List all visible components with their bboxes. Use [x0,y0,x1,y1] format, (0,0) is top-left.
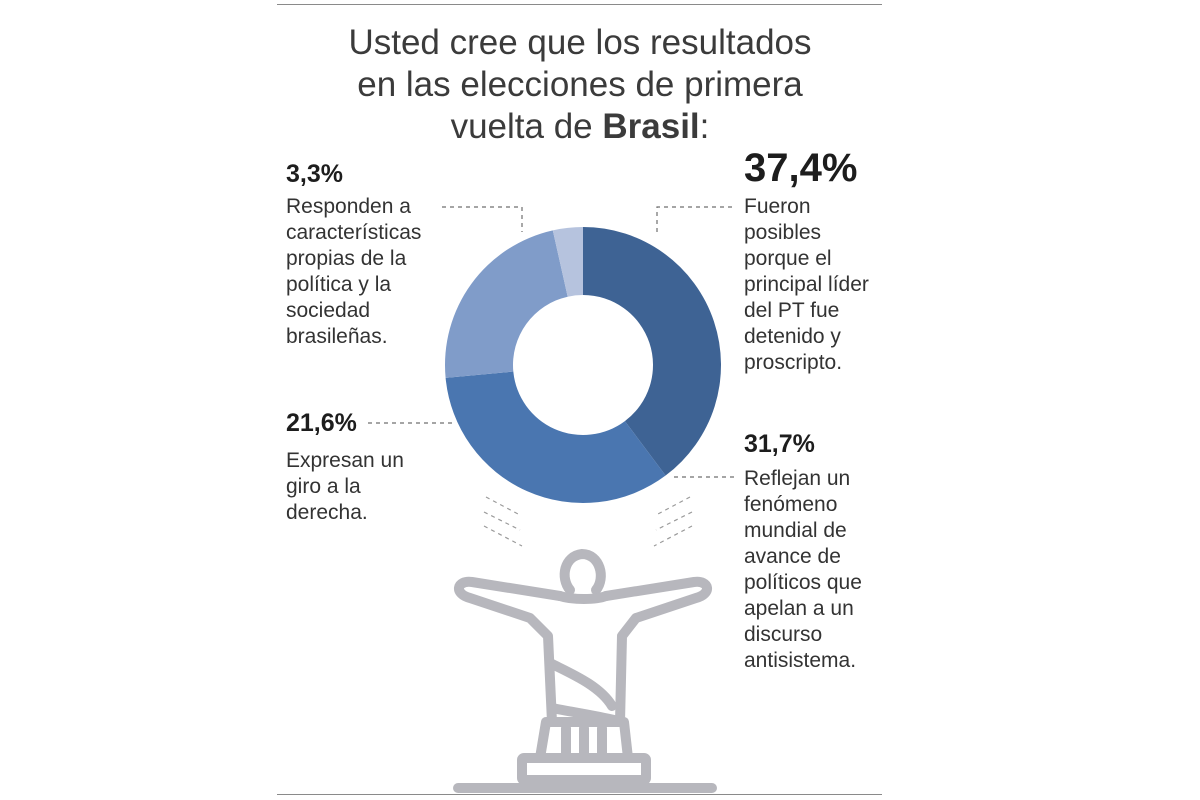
top-rule [277,4,882,5]
bottom-rule [277,794,882,795]
radiance-rays-left [483,496,523,547]
slice-label-37-4: 37,4% [744,146,858,190]
chart-title: Usted cree que los resultados en las ele… [300,22,860,148]
donut-slice-31-7 [445,371,666,504]
title-line-2: en las elecciones de primera [357,65,803,104]
donut-chart [445,227,721,504]
slice-label-21-6: 21,6% [286,409,357,437]
slice-description-37-4: Fueron posibles porque el principal líde… [744,195,869,374]
title-line-3-suffix: : [699,107,710,146]
title-line-3-bold: Brasil [602,107,700,146]
title-line-1: Usted cree que los resultados [348,23,812,62]
radiance-rays-right [653,496,693,547]
slice-description-3-3: Responden a características propias de l… [286,195,422,348]
slice-label-31-7: 31,7% [744,430,815,458]
donut-slice-37-4 [583,227,721,476]
title-line-3-prefix: vuelta de [450,107,603,146]
christ-the-redeemer-icon [453,549,717,793]
slice-description-21-6: Expresan un giro a la derecha. [286,449,404,524]
donut-slice-21-6 [445,230,568,378]
donut-slice-3-3 [552,227,583,297]
slice-label-3-3: 3,3% [286,160,343,188]
leader-line-37-4 [656,206,732,236]
slice-description-31-7: Reflejan un fenómeno mundial de avance d… [744,467,862,672]
leader-line-3-3 [442,206,523,232]
